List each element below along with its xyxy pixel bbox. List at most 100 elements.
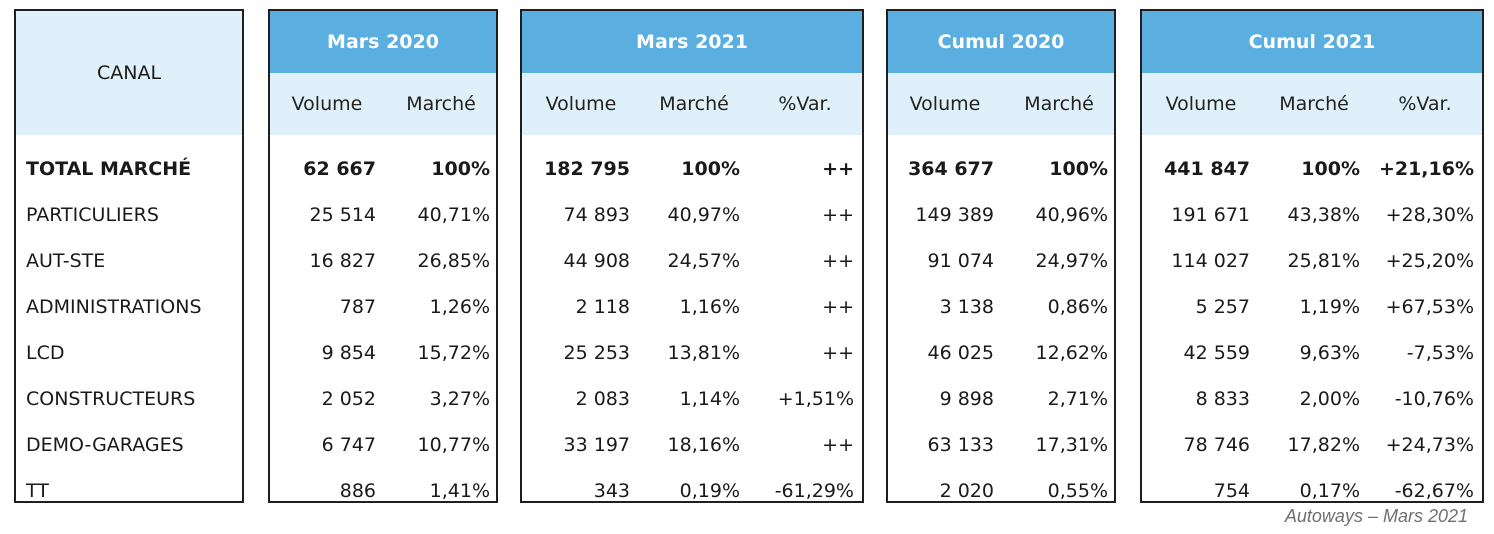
table-cell-var: +25,20% bbox=[1385, 250, 1474, 272]
row-label: LCD bbox=[26, 342, 65, 364]
group-title: Cumul 2021 bbox=[1142, 11, 1482, 73]
table-cell-marche: 43,38% bbox=[1287, 204, 1360, 226]
table-cell-var: +21,16% bbox=[1378, 158, 1474, 180]
row-label: DEMO-GARAGES bbox=[26, 434, 184, 456]
table-cell-volume: 6 747 bbox=[321, 434, 376, 456]
table-cell-var: ++ bbox=[822, 204, 854, 226]
table-cell-volume: 25 253 bbox=[563, 342, 630, 364]
table-cell-volume: 78 746 bbox=[1183, 434, 1250, 456]
table-cell-marche: 1,26% bbox=[429, 296, 490, 318]
table-cell-volume: 91 074 bbox=[927, 250, 994, 272]
group-panel-mars-2020: Mars 2020 Volume 62 667 25 514 16 827 787 9 85… bbox=[268, 9, 498, 503]
table-cell-marche: 100% bbox=[431, 158, 490, 180]
row-label: TOTAL MARCHÉ bbox=[26, 158, 192, 180]
column-header-marche: Marché bbox=[659, 93, 729, 115]
subheader-band bbox=[1142, 73, 1482, 135]
group-panel-cumul-2020: Cumul 2020 Volume 364 677 149 389 91 074 3 13… bbox=[886, 9, 1116, 503]
table-cell-marche: 2,00% bbox=[1299, 388, 1360, 410]
table-cell-marche: 1,14% bbox=[679, 388, 740, 410]
table-cell-marche: 1,16% bbox=[679, 296, 740, 318]
subheader-band bbox=[270, 73, 496, 135]
table-cell-marche: 40,96% bbox=[1035, 204, 1108, 226]
row-label: ADMINISTRATIONS bbox=[26, 296, 202, 318]
table-cell-marche: 10,77% bbox=[417, 434, 490, 456]
table-cell-marche: 0,19% bbox=[679, 480, 740, 502]
row-label: PARTICULIERS bbox=[26, 204, 159, 226]
table-cell-var: -10,76% bbox=[1394, 388, 1474, 410]
table-cell-marche: 0,86% bbox=[1047, 296, 1108, 318]
column-header-var: %Var. bbox=[1398, 93, 1452, 115]
table-cell-marche: 1,19% bbox=[1299, 296, 1360, 318]
table-cell-volume: 2 052 bbox=[321, 388, 376, 410]
group-title: Cumul 2020 bbox=[888, 11, 1114, 73]
table-cell-volume: 441 847 bbox=[1164, 158, 1250, 180]
table-cell-var: +67,53% bbox=[1385, 296, 1474, 318]
table-cell-volume: 16 827 bbox=[309, 250, 376, 272]
row-label: CONSTRUCTEURS bbox=[26, 388, 196, 410]
table-cell-volume: 364 677 bbox=[908, 158, 994, 180]
table-cell-volume: 63 133 bbox=[927, 434, 994, 456]
table-cell-marche: 3,27% bbox=[429, 388, 490, 410]
table-cell-marche: 2,71% bbox=[1047, 388, 1108, 410]
table-cell-var: ++ bbox=[822, 342, 854, 364]
table-cell-volume: 62 667 bbox=[303, 158, 376, 180]
table-cell-var: +1,51% bbox=[777, 388, 854, 410]
table-cell-volume: 33 197 bbox=[563, 434, 630, 456]
table-cell-volume: 74 893 bbox=[563, 204, 630, 226]
subheader-band bbox=[888, 73, 1114, 135]
table-cell-var: +24,73% bbox=[1385, 434, 1474, 456]
table-cell-volume: 44 908 bbox=[563, 250, 630, 272]
table-cell-volume: 42 559 bbox=[1183, 342, 1250, 364]
table-cell-marche: 13,81% bbox=[667, 342, 740, 364]
table-cell-marche: 1,41% bbox=[429, 480, 490, 502]
group-panel-mars-2021: Mars 2021 Volume 182 795 74 893 44 908 2 118 2… bbox=[520, 9, 864, 503]
column-header-marche: Marché bbox=[1279, 93, 1349, 115]
table-cell-marche: 12,62% bbox=[1035, 342, 1108, 364]
canal-panel: CANAL TOTAL MARCHÉ PARTICULIERS AUT-STE ADM… bbox=[14, 9, 244, 503]
column-header-volume: Volume bbox=[545, 93, 617, 115]
table-cell-marche: 24,97% bbox=[1035, 250, 1108, 272]
source-note: Autoways – Mars 2021 bbox=[1284, 506, 1468, 526]
table-cell-marche: 25,81% bbox=[1287, 250, 1360, 272]
row-label: TT bbox=[26, 480, 49, 502]
table-cell-marche: 100% bbox=[1049, 158, 1108, 180]
column-header-marche: Marché bbox=[406, 93, 476, 115]
table-cell-volume: 343 bbox=[593, 480, 630, 502]
table-cell-marche: 26,85% bbox=[417, 250, 490, 272]
table-cell-volume: 9 854 bbox=[321, 342, 376, 364]
table-cell-marche: 17,31% bbox=[1035, 434, 1108, 456]
table-cell-var: ++ bbox=[822, 158, 854, 180]
table-cell-volume: 2 118 bbox=[575, 296, 630, 318]
table-cell-marche: 18,16% bbox=[667, 434, 740, 456]
table-cell-marche: 100% bbox=[681, 158, 740, 180]
table-cell-var: -62,67% bbox=[1394, 480, 1474, 502]
table-cell-marche: 9,63% bbox=[1299, 342, 1360, 364]
table-cell-volume: 191 671 bbox=[1171, 204, 1250, 226]
table-cell-marche: 100% bbox=[1301, 158, 1360, 180]
table-cell-volume: 149 389 bbox=[915, 204, 994, 226]
table-cell-marche: 40,97% bbox=[667, 204, 740, 226]
table-cell-volume: 5 257 bbox=[1195, 296, 1250, 318]
table-cell-marche: 24,57% bbox=[667, 250, 740, 272]
column-header-volume: Volume bbox=[1165, 93, 1237, 115]
row-label: AUT-STE bbox=[26, 250, 106, 272]
table-cell-volume: 2 083 bbox=[575, 388, 630, 410]
group-panel-cumul-2021: Cumul 2021 Volume 441 847 191 671 114 027 5 2… bbox=[1140, 9, 1484, 503]
table-cell-var: ++ bbox=[822, 434, 854, 456]
table-cell-volume: 2 020 bbox=[939, 480, 994, 502]
table-cell-marche: 17,82% bbox=[1287, 434, 1360, 456]
column-header-marche: Marché bbox=[1024, 93, 1094, 115]
table-cell-var: -7,53% bbox=[1406, 342, 1474, 364]
table-cell-var: -61,29% bbox=[774, 480, 854, 502]
canal-header: CANAL bbox=[16, 11, 242, 135]
column-header-volume: Volume bbox=[909, 93, 981, 115]
table-cell-marche: 0,55% bbox=[1047, 480, 1108, 502]
table-cell-volume: 886 bbox=[339, 480, 376, 502]
table-cell-volume: 46 025 bbox=[927, 342, 994, 364]
table-cell-volume: 787 bbox=[339, 296, 376, 318]
table-cell-volume: 25 514 bbox=[309, 204, 376, 226]
subheader-band bbox=[522, 73, 862, 135]
group-title: Mars 2020 bbox=[270, 11, 496, 73]
table-cell-marche: 40,71% bbox=[417, 204, 490, 226]
group-title: Mars 2021 bbox=[522, 11, 862, 73]
